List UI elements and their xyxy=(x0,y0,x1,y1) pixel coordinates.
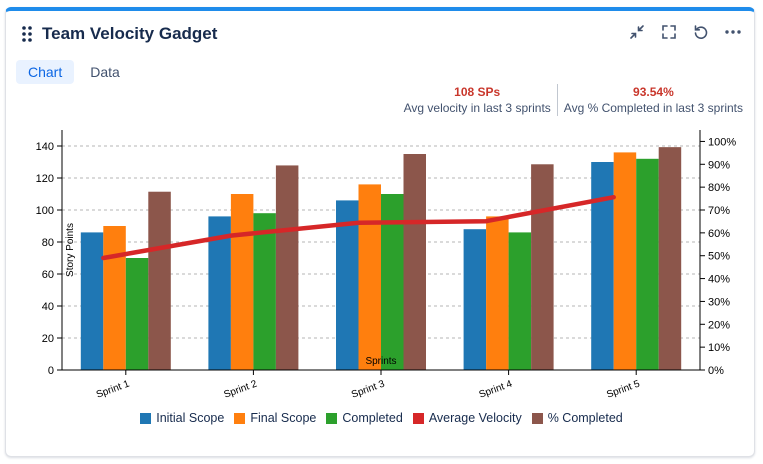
bar--completed xyxy=(531,164,554,370)
avg-completed-label: Avg % Completed in last 3 sprints xyxy=(563,101,743,115)
minimize-button[interactable] xyxy=(625,20,649,44)
bar--completed xyxy=(658,147,682,370)
avg-velocity-label: Avg velocity in last 3 sprints xyxy=(403,101,551,115)
bar-completed xyxy=(381,194,404,370)
legend-swatch xyxy=(234,412,246,424)
bar-completed xyxy=(508,232,532,370)
more-button[interactable] xyxy=(721,20,745,44)
y-axis-title: Story Points xyxy=(65,223,76,277)
bar-completed xyxy=(636,158,659,370)
drag-handle-icon[interactable] xyxy=(20,25,34,43)
legend-label: Completed xyxy=(342,411,403,425)
gadget-header: Team Velocity Gadget xyxy=(20,22,217,46)
fullscreen-button[interactable] xyxy=(657,20,681,44)
refresh-button[interactable] xyxy=(689,20,713,44)
velocity-chart: 0 20 40 60 80 100 120 140 0% 10% 20% 30% 40% 50% 60% 70… xyxy=(36,130,736,401)
legend-label: Average Velocity xyxy=(428,411,522,425)
legend-swatch xyxy=(412,412,424,424)
bar-initial-scope xyxy=(336,200,359,370)
legend-label: % Completed xyxy=(547,411,623,425)
gadget-actions xyxy=(625,20,745,44)
avg-completed-value: 93.54% xyxy=(633,85,674,99)
x-tick-label: Sprint 3 xyxy=(350,378,387,400)
legend-item: Final Scope xyxy=(234,411,316,425)
legend-label: Final Scope xyxy=(250,411,317,425)
y2-tick-label: 50% xyxy=(708,251,730,263)
legend-swatch xyxy=(531,412,543,424)
x-tick-label: Sprint 4 xyxy=(478,378,515,400)
bar-final-scope xyxy=(486,216,509,370)
bar-initial-scope xyxy=(80,232,104,370)
y-tick-label: 120 xyxy=(36,173,54,185)
bar-initial-scope xyxy=(208,216,231,370)
y2-tick-label: 30% xyxy=(708,296,730,308)
legend-swatch xyxy=(326,412,338,424)
x-tick-label: Sprint 2 xyxy=(222,378,259,400)
bar-final-scope xyxy=(103,226,126,370)
fullscreen-icon xyxy=(662,25,676,39)
bar--completed xyxy=(275,165,299,370)
y-tick-label: 60 xyxy=(42,269,54,281)
y2-tick-label: 10% xyxy=(708,342,730,354)
y-tick-label: 20 xyxy=(42,333,54,345)
bar-completed xyxy=(125,258,149,370)
legend-label: Initial Scope xyxy=(156,411,225,425)
y-tick-label: 140 xyxy=(36,141,54,153)
y-tick-label: 40 xyxy=(42,301,54,313)
velocity-stats: 108 SPs Avg velocity in last 3 sprints 9… xyxy=(398,84,749,116)
bar-completed xyxy=(253,213,276,370)
legend-item: % Completed xyxy=(531,411,623,425)
avg-velocity-stat: 108 SPs Avg velocity in last 3 sprints xyxy=(398,84,557,116)
y2-tick-label: 80% xyxy=(708,182,730,194)
avg-completed-stat: 93.54% Avg % Completed in last 3 sprints xyxy=(556,84,749,116)
bar-final-scope xyxy=(230,194,254,370)
chart-legend: Initial Scope Final Scope Completed Average… xyxy=(0,411,763,425)
legend-item: Initial Scope xyxy=(140,411,224,425)
legend-item: Average Velocity xyxy=(412,411,522,425)
legend-swatch xyxy=(140,412,152,424)
y2-tick-label: 60% xyxy=(708,228,730,240)
bar--completed xyxy=(148,191,171,370)
tab-chart[interactable]: Chart xyxy=(16,60,75,84)
bar--completed xyxy=(403,154,426,370)
y2-tick-label: 70% xyxy=(708,205,730,217)
y2-tick-label: 40% xyxy=(708,274,730,286)
bar-final-scope xyxy=(358,184,381,370)
y-tick-label: 80 xyxy=(42,237,54,249)
avg-velocity-value: 108 SPs xyxy=(454,85,501,99)
minimize-icon xyxy=(630,25,644,39)
x-tick-label: Sprint 1 xyxy=(95,378,132,400)
tab-data[interactable]: Data xyxy=(90,64,120,80)
bar-initial-scope xyxy=(591,162,614,370)
gadget-title: Team Velocity Gadget xyxy=(42,24,218,43)
x-tick-label: Sprint 5 xyxy=(605,378,642,400)
bar-initial-scope xyxy=(463,229,487,370)
y2-tick-label: 0% xyxy=(708,365,724,377)
y-tick-label: 0 xyxy=(48,365,54,377)
average-velocity-line xyxy=(101,194,616,261)
refresh-icon xyxy=(694,25,708,39)
x-axis-title: Sprints xyxy=(365,356,396,367)
y-tick-label: 100 xyxy=(36,205,54,217)
bar-final-scope xyxy=(613,152,637,370)
y2-tick-label: 90% xyxy=(708,159,730,171)
legend-item: Completed xyxy=(326,411,403,425)
view-tabs: Chart Data xyxy=(16,60,132,84)
y2-tick-label: 100% xyxy=(708,136,736,148)
more-icon xyxy=(725,30,741,34)
y2-tick-label: 20% xyxy=(708,319,730,331)
